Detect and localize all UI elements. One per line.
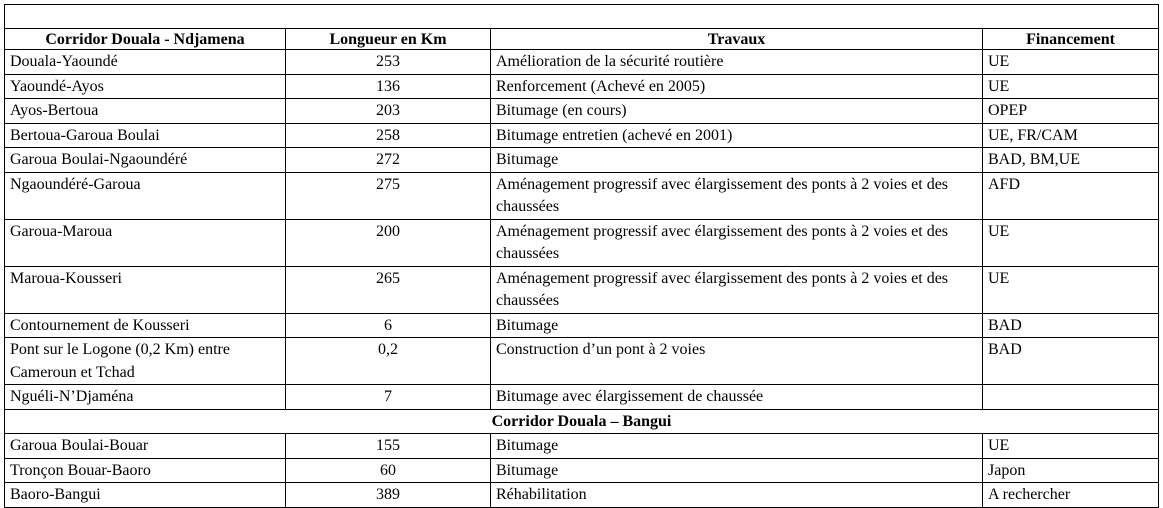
column-header: Corridor Douala - Ndjamena <box>4 28 286 50</box>
cell: Aménagement progressif avec élargissemen… <box>490 171 983 220</box>
cell: 7 <box>285 384 491 410</box>
section-row: Corridor Douala – Bangui <box>4 408 1159 434</box>
cell: BAD, BM,UE <box>982 147 1159 173</box>
table-row: Garoua Boulai-Bouar 155 Bitumage UE <box>4 433 1159 459</box>
empty-row <box>4 4 1159 29</box>
cell: 200 <box>285 218 491 267</box>
table-row: Baoro-Bangui 389 Réhabilitation A recherche… <box>4 482 1159 508</box>
cell: UE, FR/CAM <box>982 122 1159 148</box>
cell: Douala-Yaoundé <box>4 49 286 75</box>
cell: BAD <box>982 337 1159 385</box>
cell: 60 <box>285 457 491 483</box>
cell: Ngaoundéré-Garoua <box>4 171 286 220</box>
cell: Bitumage <box>490 433 983 459</box>
cell: UE <box>982 265 1159 314</box>
cell: 265 <box>285 265 491 314</box>
table-row: Ngaoundéré-Garoua 275 Aménagement progress… <box>4 171 1159 220</box>
empty-cell <box>4 4 1159 29</box>
cell: Amélioration de la sécurité routière <box>490 49 983 75</box>
cell: OPEP <box>982 98 1159 124</box>
column-header: Travaux <box>490 28 983 50</box>
cell: BAD <box>982 312 1159 338</box>
column-header: Longueur en Km <box>285 28 491 50</box>
cell: 253 <box>285 49 491 75</box>
table-row: Yaoundé-Ayos 136 Renforcement (Achevé en 2… <box>4 73 1159 99</box>
cell: Pont sur le Logone (0,2 Km) entre Camero… <box>4 337 286 385</box>
cell: Aménagement progressif avec élargissemen… <box>490 218 983 267</box>
cell: Tronçon Bouar-Baoro <box>4 457 286 483</box>
cell: Garoua-Maroua <box>4 218 286 267</box>
cell: 389 <box>285 482 491 508</box>
cell: A rechercher <box>982 482 1159 508</box>
cell: Nguéli-N’Djaména <box>4 384 286 410</box>
cell: Renforcement (Achevé en 2005) <box>490 73 983 99</box>
cell: 272 <box>285 147 491 173</box>
cell: Yaoundé-Ayos <box>4 73 286 99</box>
table-row: Pont sur le Logone (0,2 Km) entre Camero… <box>4 337 1159 385</box>
table-row: Maroua-Kousseri 265 Aménagement progressif… <box>4 265 1159 314</box>
header-row: Corridor Douala - Ndjamena Longueur en Km… <box>4 28 1159 50</box>
cell: AFD <box>982 171 1159 220</box>
cell: UE <box>982 433 1159 459</box>
cell <box>982 384 1159 410</box>
cell: 258 <box>285 122 491 148</box>
table-row: Garoua-Maroua 200 Aménagement progressif a… <box>4 218 1159 267</box>
cell: 275 <box>285 171 491 220</box>
cell: Bitumage <box>490 457 983 483</box>
cell: 155 <box>285 433 491 459</box>
cell: Baoro-Bangui <box>4 482 286 508</box>
cell: UE <box>982 49 1159 75</box>
cell: Japon <box>982 457 1159 483</box>
cell: Garoua Boulai-Bouar <box>4 433 286 459</box>
cell: Maroua-Kousseri <box>4 265 286 314</box>
table-row: Nguéli-N’Djaména 7 Bitumage avec élargisse… <box>4 384 1159 410</box>
cell: Bitumage <box>490 147 983 173</box>
table: Corridor Douala - Ndjamena Longueur en Km… <box>4 4 1159 508</box>
table-row: Douala-Yaoundé 253 Amélioration de la sécu… <box>4 49 1159 75</box>
cell: Réhabilitation <box>490 482 983 508</box>
column-header: Financement <box>982 28 1159 50</box>
cell: Bitumage avec élargissement de chaussée <box>490 384 983 410</box>
section-header: Corridor Douala – Bangui <box>4 408 1159 434</box>
cell: Ayos-Bertoua <box>4 98 286 124</box>
table-row: Bertoua-Garoua Boulai 258 Bitumage entreti… <box>4 122 1159 148</box>
table-row: Contournement de Kousseri 6 Bitumage BAD <box>4 312 1159 338</box>
table-row: Garoua Boulai-Ngaoundéré 272 Bitumage BAD, … <box>4 147 1159 173</box>
cell: Bertoua-Garoua Boulai <box>4 122 286 148</box>
cell: Bitumage entretien (achevé en 2001) <box>490 122 983 148</box>
cell: 0,2 <box>285 337 491 385</box>
table-row: Ayos-Bertoua 203 Bitumage (en cours) OPEP <box>4 98 1159 124</box>
cell: Bitumage (en cours) <box>490 98 983 124</box>
cell: 203 <box>285 98 491 124</box>
document: Corridor Douala - Ndjamena Longueur en Km… <box>4 4 1159 508</box>
cell: 136 <box>285 73 491 99</box>
cell: Garoua Boulai-Ngaoundéré <box>4 147 286 173</box>
cell: Bitumage <box>490 312 983 338</box>
cell: UE <box>982 73 1159 99</box>
cell: Aménagement progressif avec élargissemen… <box>490 265 983 314</box>
table-row: Tronçon Bouar-Baoro 60 Bitumage Japon <box>4 457 1159 483</box>
cell: Construction d’un pont à 2 voies <box>490 337 983 385</box>
cell: Contournement de Kousseri <box>4 312 286 338</box>
cell: UE <box>982 218 1159 267</box>
cell: 6 <box>285 312 491 338</box>
